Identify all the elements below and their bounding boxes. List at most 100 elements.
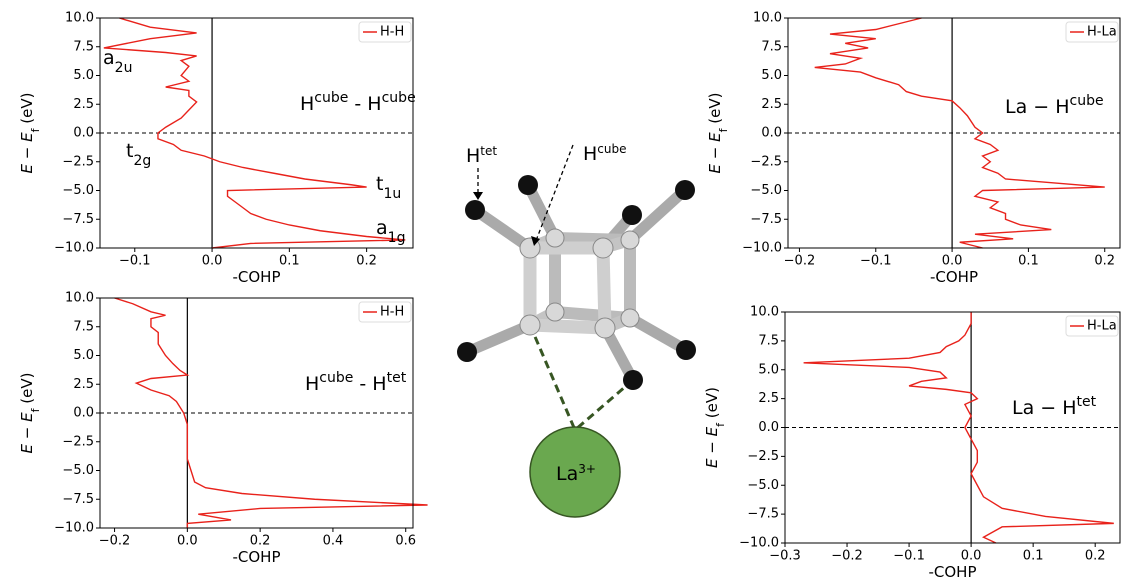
annotation-part: a [103, 47, 115, 69]
arrow-head [473, 192, 483, 200]
y-axis-label-part: (eV) [18, 373, 36, 409]
annotation-part: a [376, 217, 388, 239]
x-tick-label: 0.1 [1018, 254, 1039, 269]
y-tick-label: −5.0 [747, 478, 779, 493]
cohp-line [103, 17, 406, 249]
y-tick-label: 2.5 [73, 97, 94, 112]
annotation: Hcube - Htet [305, 370, 407, 395]
x-tick-label: 0.0 [961, 549, 982, 564]
annotation-part: tet [387, 370, 407, 386]
diagram-label: Htet [466, 144, 497, 167]
bonds [461, 179, 692, 386]
diagram-label-part: H [583, 143, 597, 165]
annotation: a1g [376, 217, 405, 246]
x-tick-label: 0.0 [202, 254, 223, 269]
y-tick-label: 10.0 [750, 305, 779, 320]
annotation: t1u [376, 173, 401, 202]
bond-dash [574, 378, 634, 432]
y-axis-label: E − Ef (eV) [18, 373, 42, 454]
annotation: La − Htet [1012, 394, 1097, 419]
y-tick-label: 5.0 [73, 68, 94, 83]
y-tick-label: 7.5 [73, 319, 94, 334]
y-tick-label: 0.0 [73, 126, 94, 141]
x-tick-label: 0.2 [1094, 254, 1115, 269]
y-tick-label: 5.0 [761, 68, 782, 83]
annotation-part: 2g [133, 153, 151, 169]
arrow-head [531, 236, 540, 246]
y-axis-label-part: (eV) [18, 93, 36, 129]
x-tick-label: 0.1 [1023, 549, 1044, 564]
y-tick-label: −10.0 [54, 521, 94, 536]
y-tick-label: −7.5 [62, 212, 94, 227]
y-tick-label: −10.0 [742, 241, 782, 256]
y-tick-label: 5.0 [73, 348, 94, 363]
annotation-part: 1g [388, 230, 406, 246]
annotation: a2u [103, 47, 132, 76]
diagram-label-part: tet [480, 144, 497, 158]
y-tick-label: −10.0 [739, 536, 779, 551]
annotation-part: H [300, 93, 314, 115]
legend-label: H-La [1087, 25, 1117, 40]
legend-box [358, 21, 412, 43]
legend-box [1065, 315, 1119, 337]
y-axis-label-part: E − E [18, 412, 36, 454]
diagram-label-part: cube [597, 142, 626, 156]
y-tick-label: 0.0 [73, 406, 94, 421]
y-tick-label: 7.5 [73, 39, 94, 54]
y-tick-label: −5.0 [62, 463, 94, 478]
x-tick-label: −0.3 [769, 549, 801, 564]
annotation-part: - H [348, 93, 381, 115]
annotation-part: cube [314, 90, 348, 106]
annotation-part: La − H [1005, 96, 1070, 118]
y-axis-label-part: E − E [706, 132, 724, 174]
x-axis-label: -COHP [232, 548, 280, 566]
y-tick-label: −5.0 [750, 183, 782, 198]
h-cube-atoms [519, 228, 640, 339]
cohp-line [114, 297, 428, 528]
y-tick-label: −2.5 [750, 154, 782, 169]
y-axis-label-part: (eV) [706, 93, 724, 129]
pointer [536, 144, 574, 239]
y-tick-label: −7.5 [747, 507, 779, 522]
annotation: Hcube - Hcube [300, 90, 416, 115]
x-axis-label: -COHP [928, 563, 976, 577]
y-tick-label: −2.5 [62, 154, 94, 169]
annotation-part: t [376, 173, 383, 195]
legend-label: H-H [380, 305, 404, 320]
diagram-label: Hcube [583, 142, 627, 165]
x-tick-label: 0.1 [279, 254, 300, 269]
x-axis-label: -COHP [930, 268, 978, 286]
y-tick-label: 7.5 [758, 333, 779, 348]
y-tick-label: 2.5 [758, 391, 779, 406]
legend-box [358, 301, 412, 323]
x-tick-label: −0.2 [99, 534, 131, 549]
annotation-part: 2u [115, 60, 133, 76]
diagram-label-part: 3+ [578, 462, 596, 476]
x-tick-label: 0.2 [250, 534, 271, 549]
y-tick-label: −2.5 [747, 449, 779, 464]
cohp-line [814, 17, 1105, 249]
y-tick-label: 10.0 [65, 11, 94, 26]
y-tick-label: 7.5 [761, 39, 782, 54]
x-tick-label: 0.2 [1085, 549, 1106, 564]
cohp-line [803, 312, 1114, 544]
y-axis-label: E − Ef (eV) [703, 387, 727, 468]
x-tick-label: −0.2 [831, 549, 863, 564]
annotation-part: cube [1070, 93, 1104, 109]
y-tick-label: −2.5 [62, 434, 94, 449]
annotation-part: - H [353, 373, 386, 395]
annotation-part: cube [319, 370, 353, 386]
x-axis-label: -COHP [232, 268, 280, 286]
y-tick-label: 10.0 [65, 291, 94, 306]
h-tet-atoms [457, 175, 696, 390]
annotation-part: La − H [1012, 397, 1077, 419]
y-axis-label-part: E − E [703, 426, 721, 468]
molecule-diagram [457, 144, 696, 518]
y-axis-label-part: (eV) [703, 387, 721, 423]
x-tick-label: 0.0 [177, 534, 198, 549]
y-tick-label: 0.0 [758, 420, 779, 435]
x-tick-label: 0.0 [942, 254, 963, 269]
y-tick-label: 2.5 [761, 97, 782, 112]
y-tick-label: 2.5 [73, 377, 94, 392]
